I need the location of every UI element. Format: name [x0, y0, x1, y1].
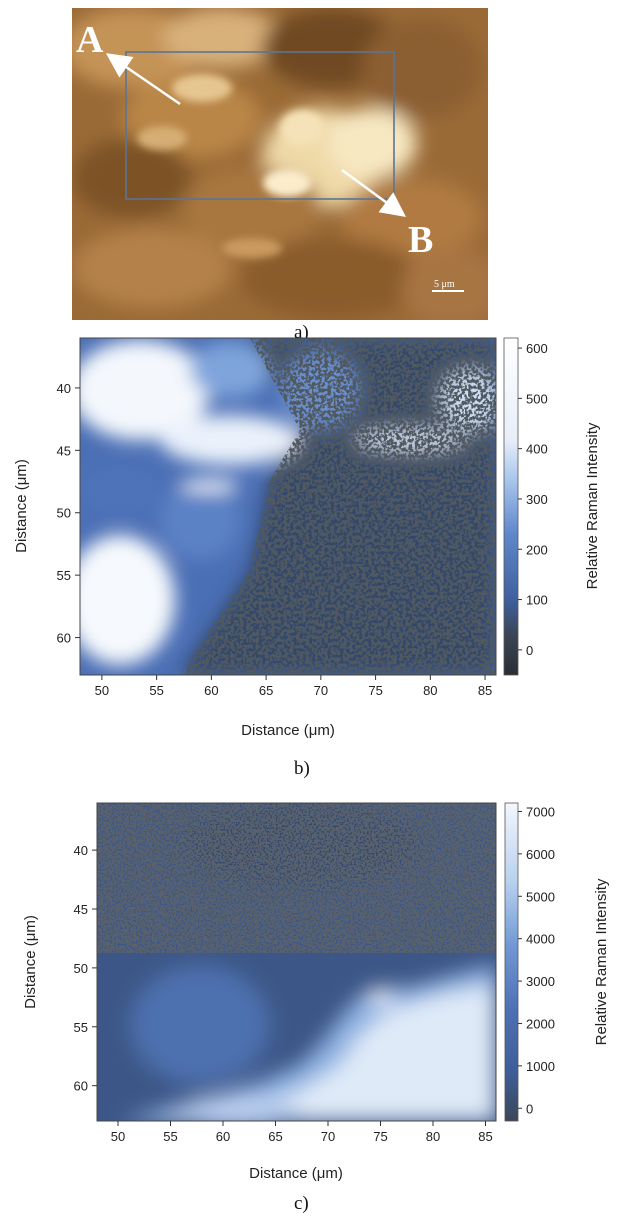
x-tick-label: 55 [163, 1129, 177, 1144]
colorbar-tick-label: 300 [526, 492, 548, 507]
colorbar-tick-label: 600 [526, 341, 548, 356]
colorbar-tick-label: 2000 [526, 1016, 555, 1031]
y-tick-label: 40 [74, 843, 88, 858]
colorbar-tick-label: 1000 [526, 1059, 555, 1074]
x-tick-label: 50 [95, 683, 109, 698]
panel-label-c: c) [294, 1193, 309, 1214]
x-tick-label: 75 [373, 1129, 387, 1144]
colorbar-tick-label: 400 [526, 442, 548, 457]
x-tick-label: 65 [268, 1129, 282, 1144]
scan-region-box [125, 51, 395, 200]
colorbar-tick-label: 0 [526, 1101, 533, 1116]
y-tick-label: 50 [57, 506, 71, 521]
x-tick-label: 85 [478, 683, 492, 698]
arrow-a [105, 53, 181, 106]
x-tick-label: 60 [216, 1129, 230, 1144]
colorbar-title-c: Relative Raman Intensity [593, 878, 610, 1045]
y-tick-label: 40 [57, 381, 71, 396]
x-tick-label: 65 [259, 683, 273, 698]
colorbar-tick-label: 500 [526, 391, 548, 406]
y-tick-label: 60 [57, 631, 71, 646]
y-axis-title-b: Distance (μm) [13, 459, 30, 553]
x-tick-label: 70 [314, 683, 328, 698]
point-a-label: A [76, 19, 104, 61]
scale-bar-label: 5 μm [434, 279, 455, 290]
y-tick-label: 55 [74, 1020, 88, 1035]
y-axis-title-c: Distance (μm) [22, 915, 39, 1009]
colorbar-tick-label: 200 [526, 542, 548, 557]
y-tick-label: 45 [57, 443, 71, 458]
x-axis-title-b: Distance (μm) [241, 722, 335, 739]
y-tick-label: 60 [74, 1079, 88, 1094]
y-tick-label: 45 [74, 902, 88, 917]
colorbar-b [503, 337, 519, 676]
x-tick-label: 60 [204, 683, 218, 698]
x-tick-label: 85 [478, 1129, 492, 1144]
x-tick-label: 80 [426, 1129, 440, 1144]
colorbar-tick-label: 0 [526, 643, 533, 658]
x-tick-label: 80 [423, 683, 437, 698]
x-axis-title-c: Distance (μm) [249, 1165, 343, 1182]
x-tick-label: 70 [321, 1129, 335, 1144]
raman-map-b: 50 55 60 65 70 75 80 85 40 45 50 55 60 0 100 200 300 400… [13, 337, 601, 739]
colorbar-tick-label: 7000 [526, 804, 555, 819]
x-tick-label: 55 [149, 683, 163, 698]
arrow-b [341, 168, 407, 217]
colorbar-c [504, 802, 519, 1122]
raman-map-c: 50 55 60 65 70 75 80 85 40 45 50 55 60 0 1000 2000 3000… [22, 802, 610, 1182]
x-tick-label: 50 [111, 1129, 125, 1144]
colorbar-tick-label: 5000 [526, 889, 555, 904]
x-tick-label: 75 [368, 683, 382, 698]
colorbar-tick-label: 3000 [526, 974, 555, 989]
y-tick-label: 55 [57, 568, 71, 583]
colorbar-tick-label: 4000 [526, 932, 555, 947]
colorbar-tick-label: 6000 [526, 847, 555, 862]
y-tick-label: 50 [74, 961, 88, 976]
colorbar-title-b: Relative Raman Intensity [584, 422, 601, 589]
colorbar-tick-label: 100 [526, 593, 548, 608]
panel-label-b: b) [294, 758, 310, 779]
optical-micrograph: A B 5 μm [72, 8, 488, 320]
point-b-label: B [408, 219, 433, 261]
